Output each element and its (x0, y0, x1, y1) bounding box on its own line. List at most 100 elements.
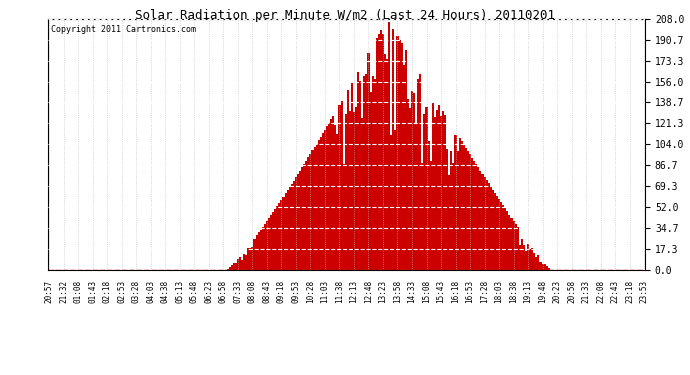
Bar (461, 141, 463, 270)
Bar (477, 167, 480, 270)
Bar (486, 180, 488, 270)
Bar (301, 167, 303, 270)
Bar (268, 218, 270, 270)
Bar (422, 163, 424, 270)
Bar (336, 134, 338, 270)
Bar (376, 38, 378, 270)
Bar (382, 34, 384, 270)
Bar (459, 138, 461, 270)
Bar (529, 249, 531, 270)
Bar (411, 91, 413, 270)
Bar (544, 264, 546, 270)
Bar (262, 227, 264, 270)
Bar (357, 72, 359, 270)
Bar (230, 265, 233, 270)
Bar (272, 212, 274, 270)
Bar (436, 110, 438, 270)
Bar (492, 190, 494, 270)
Bar (515, 224, 517, 270)
Bar (233, 263, 235, 270)
Bar (237, 259, 239, 270)
Bar (282, 196, 284, 270)
Bar (480, 171, 482, 270)
Bar (344, 114, 347, 270)
Bar (303, 164, 305, 270)
Bar (328, 123, 330, 270)
Bar (388, 22, 391, 270)
Bar (511, 217, 513, 270)
Bar (413, 93, 415, 270)
Bar (313, 147, 315, 270)
Bar (506, 211, 509, 270)
Bar (257, 232, 259, 270)
Bar (463, 145, 465, 270)
Bar (484, 177, 486, 270)
Bar (359, 81, 362, 270)
Bar (239, 257, 241, 270)
Bar (326, 126, 328, 270)
Bar (380, 30, 382, 270)
Bar (376, 38, 378, 270)
Bar (540, 262, 542, 270)
Bar (278, 203, 280, 270)
Bar (529, 249, 531, 270)
Bar (324, 130, 326, 270)
Bar (384, 54, 386, 270)
Bar (342, 164, 344, 270)
Bar (342, 164, 344, 270)
Bar (330, 119, 332, 270)
Bar (307, 157, 309, 270)
Bar (295, 177, 297, 270)
Bar (249, 248, 251, 270)
Text: Solar Radiation per Minute W/m2 (Last 24 Hours) 20110201: Solar Radiation per Minute W/m2 (Last 24… (135, 9, 555, 22)
Bar (527, 244, 529, 270)
Bar (490, 187, 492, 270)
Bar (391, 135, 393, 270)
Bar (255, 235, 257, 270)
Bar (239, 257, 241, 270)
Bar (366, 74, 368, 270)
Bar (531, 248, 533, 270)
Bar (459, 138, 461, 270)
Bar (353, 112, 355, 270)
Bar (432, 102, 434, 270)
Bar (351, 83, 353, 270)
Bar (280, 200, 282, 270)
Bar (440, 116, 442, 270)
Bar (395, 130, 397, 270)
Bar (305, 160, 307, 270)
Bar (521, 239, 523, 270)
Bar (251, 247, 253, 270)
Bar (494, 193, 496, 270)
Bar (397, 36, 399, 270)
Bar (533, 253, 535, 270)
Bar (523, 245, 525, 270)
Bar (230, 265, 233, 270)
Bar (243, 254, 245, 270)
Bar (228, 267, 230, 270)
Bar (313, 147, 315, 270)
Bar (388, 22, 391, 270)
Bar (319, 136, 322, 270)
Bar (546, 266, 548, 270)
Bar (286, 190, 288, 270)
Bar (282, 196, 284, 270)
Bar (473, 161, 475, 270)
Bar (509, 214, 511, 270)
Bar (484, 177, 486, 270)
Bar (448, 175, 451, 270)
Bar (434, 117, 436, 270)
Bar (525, 251, 527, 270)
Bar (340, 101, 342, 270)
Bar (415, 123, 417, 270)
Bar (403, 65, 405, 270)
Bar (506, 211, 509, 270)
Bar (315, 144, 317, 270)
Bar (362, 118, 364, 270)
Bar (386, 59, 388, 270)
Bar (426, 107, 428, 270)
Bar (428, 141, 430, 270)
Bar (521, 239, 523, 270)
Bar (349, 111, 351, 270)
Bar (344, 114, 347, 270)
